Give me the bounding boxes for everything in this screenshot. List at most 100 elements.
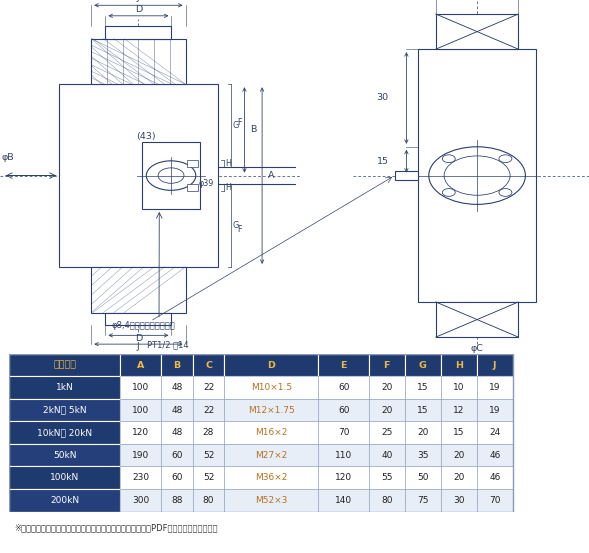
Bar [477,489,513,512]
Bar [319,399,369,421]
Text: J: J [493,361,497,369]
Bar [9,399,120,421]
Text: H: H [225,159,231,168]
Text: 120: 120 [133,428,150,437]
Text: 30: 30 [453,496,465,505]
Text: M52×3: M52×3 [255,496,287,505]
Text: A: A [268,171,274,180]
Text: 20: 20 [381,406,392,415]
Text: G: G [419,361,426,369]
Bar [120,421,161,444]
Text: 120: 120 [335,473,352,482]
Bar [224,467,319,489]
Text: 12: 12 [453,406,465,415]
Text: 50: 50 [417,473,429,482]
Text: D: D [135,4,142,14]
Bar [105,27,171,39]
Bar [193,421,224,444]
Bar [120,467,161,489]
Bar [369,467,405,489]
Text: J: J [137,0,140,2]
Bar [477,399,513,421]
Text: 46: 46 [489,451,501,460]
Bar [405,421,441,444]
Bar [477,467,513,489]
Bar [224,444,319,467]
Bar [369,489,405,512]
Text: M12×1.75: M12×1.75 [248,406,294,415]
Text: φB: φB [1,153,14,161]
Bar [120,444,161,467]
Bar [224,399,319,421]
Bar [441,377,477,399]
Bar [9,489,120,512]
Text: M10×1.5: M10×1.5 [251,383,292,392]
Circle shape [499,155,512,163]
Text: G: G [232,221,239,230]
Bar [369,377,405,399]
Bar [224,377,319,399]
Text: 48: 48 [171,428,183,437]
Text: 10kN， 20kN: 10kN， 20kN [37,428,92,437]
Circle shape [499,189,512,196]
Bar [193,467,224,489]
Circle shape [444,156,510,195]
Bar [120,377,161,399]
Text: φC: φC [471,344,484,353]
Bar [436,14,518,49]
Bar [91,39,186,84]
Text: M36×2: M36×2 [255,473,287,482]
Bar [9,467,120,489]
Text: F: F [237,225,241,233]
Bar [120,489,161,512]
Bar [405,399,441,421]
Text: 70: 70 [489,496,501,505]
Bar [187,184,197,191]
Text: 50kN: 50kN [53,451,77,460]
Bar [441,489,477,512]
Bar [161,467,193,489]
Text: 60: 60 [338,406,349,415]
Text: 52: 52 [203,473,214,482]
Text: 28: 28 [203,428,214,437]
Text: 2kN， 5kN: 2kN， 5kN [43,406,87,415]
Bar [405,354,441,377]
Bar [187,160,197,167]
Bar [319,377,369,399]
Text: 190: 190 [132,451,150,460]
Bar [9,421,120,444]
Bar [405,489,441,512]
Text: 20: 20 [453,451,465,460]
Circle shape [429,147,525,205]
Bar [319,421,369,444]
Bar [193,399,224,421]
Text: 100kN: 100kN [50,473,79,482]
Text: 10: 10 [453,383,465,392]
Bar [441,421,477,444]
Bar [369,421,405,444]
Bar [120,354,161,377]
Text: 48: 48 [171,383,183,392]
Text: 15: 15 [453,428,465,437]
Bar [441,444,477,467]
Bar [193,377,224,399]
Text: H: H [455,361,463,369]
Text: ※上記の「定格容量」の容量をクリックして頂くと容量別にPDFで図が表示されます。: ※上記の「定格容量」の容量をクリックして頂くと容量別にPDFで図が表示されます。 [15,523,218,532]
Text: 200kN: 200kN [50,496,79,505]
Text: B: B [174,361,181,369]
Bar [91,267,186,312]
Circle shape [442,189,455,196]
Bar [193,489,224,512]
Bar [405,444,441,467]
Text: PT1/2 山14: PT1/2 山14 [147,341,189,349]
Text: 25: 25 [381,428,392,437]
Text: 1kN: 1kN [56,383,74,392]
Bar [477,377,513,399]
Text: 48: 48 [171,406,183,415]
Bar [105,312,171,325]
Text: G: G [232,121,239,130]
Bar [161,354,193,377]
Bar [369,399,405,421]
Bar [405,377,441,399]
Text: 30: 30 [376,93,389,102]
